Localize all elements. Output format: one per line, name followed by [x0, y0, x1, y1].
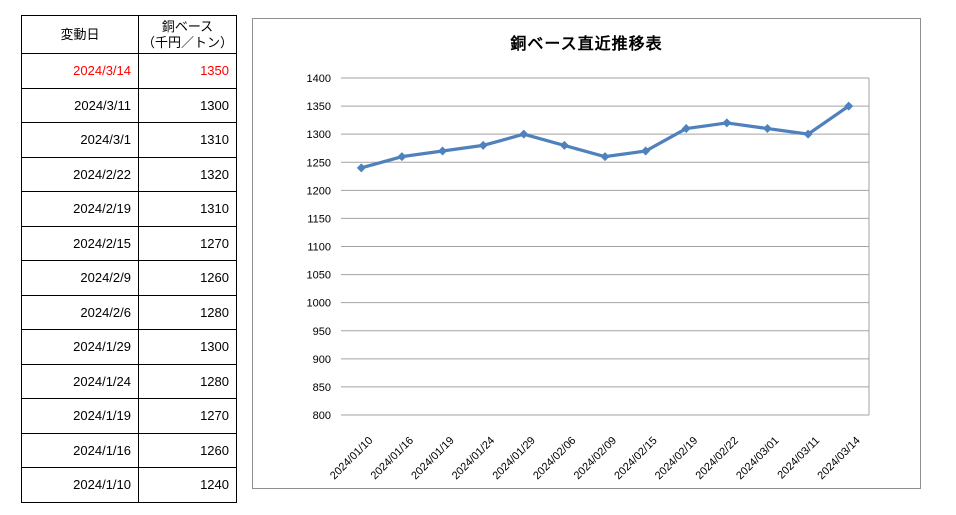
y-axis-tick-label: 1000: [307, 298, 331, 310]
date-cell[interactable]: 2024/1/19: [21, 398, 139, 434]
data-point-marker[interactable]: [356, 163, 366, 173]
data-point-marker[interactable]: [600, 152, 610, 162]
y-axis-tick-label: 1100: [307, 242, 331, 254]
x-axis-tick-label: 2024/01/16: [369, 435, 416, 482]
date-cell[interactable]: 2024/1/10: [21, 467, 139, 503]
value-cell[interactable]: 1270: [138, 225, 237, 261]
data-point-marker[interactable]: [762, 124, 772, 134]
data-point-marker[interactable]: [519, 129, 529, 139]
x-axis-tick-label: 2024/02/19: [653, 435, 700, 482]
data-point-marker[interactable]: [478, 140, 488, 150]
value-cell[interactable]: 1260: [138, 432, 237, 468]
value-cell[interactable]: 1300: [138, 87, 237, 123]
y-axis-tick-label: 1150: [307, 213, 331, 225]
date-cell[interactable]: 2024/2/15: [21, 225, 139, 261]
table-row: 2024/2/6 1280: [21, 294, 237, 330]
x-axis-tick-label: 2024/01/29: [490, 435, 537, 482]
date-cell[interactable]: 2024/3/11: [21, 87, 139, 123]
date-cell[interactable]: 2024/2/9: [21, 260, 139, 296]
table-row: 2024/3/1 1310: [21, 122, 237, 158]
value-cell[interactable]: 1300: [138, 329, 237, 365]
copper-trend-chart[interactable]: 銅ベース直近推移表 800 850 900 950 1000 1050 1100 1150 12…: [252, 18, 921, 489]
y-axis-tick-label: 1400: [307, 73, 331, 85]
data-point-marker[interactable]: [681, 124, 691, 134]
y-axis-tick-label: 1250: [307, 157, 331, 169]
table-row: 2024/3/14 1350: [21, 53, 237, 89]
value-cell[interactable]: 1240: [138, 467, 237, 503]
date-cell[interactable]: 2024/2/19: [21, 191, 139, 227]
x-axis-tick-label: 2024/03/01: [734, 435, 781, 482]
table-row: 2024/1/24 1280: [21, 363, 237, 399]
value-column-header[interactable]: 銅ベース （千円／トン）: [138, 15, 237, 54]
y-axis-tick-label: 850: [313, 382, 331, 394]
x-axis-tick-label: 2024/02/09: [572, 435, 619, 482]
data-point-marker[interactable]: [844, 101, 854, 111]
date-cell[interactable]: 2024/1/16: [21, 432, 139, 468]
date-cell[interactable]: 2024/3/14: [21, 53, 139, 89]
table-row: 2024/1/29 1300: [21, 329, 237, 365]
date-cell[interactable]: 2024/1/24: [21, 363, 139, 399]
table-row: 2024/1/16 1260: [21, 432, 237, 468]
y-axis-tick-label: 1300: [307, 129, 331, 141]
data-point-marker[interactable]: [559, 140, 569, 150]
chart-title: 銅ベース直近推移表: [510, 36, 663, 53]
data-point-marker[interactable]: [803, 129, 813, 139]
table-row: 2024/2/22 1320: [21, 156, 237, 192]
value-cell[interactable]: 1270: [138, 398, 237, 434]
price-table-body: 2024/3/14 1350 2024/3/11 1300 2024/3/1 1310 20…: [21, 53, 237, 503]
date-column-label: 変動日: [60, 26, 100, 42]
value-cell[interactable]: 1260: [138, 260, 237, 296]
y-axis-tick-label: 950: [313, 326, 331, 338]
x-axis-tick-label: 2024/01/24: [450, 435, 497, 482]
x-axis-tick-label: 2024/02/22: [694, 435, 741, 482]
x-axis-tick-label: 2024/01/19: [409, 435, 456, 482]
y-axis-tick-label: 1050: [307, 270, 331, 282]
value-cell[interactable]: 1350: [138, 53, 237, 89]
line-chart-svg: 800 850 900 950 1000 1050 1100 1150 1200 1250 1300…: [307, 73, 870, 482]
date-cell[interactable]: 2024/2/6: [21, 294, 139, 330]
y-axis-tick-label: 1200: [307, 185, 331, 197]
copper-price-table: 変動日 銅ベース （千円／トン） 2024/3/14 1350 2024/3/11 1…: [21, 15, 237, 503]
x-axis-tick-label: 2024/02/15: [612, 435, 659, 482]
value-cell[interactable]: 1310: [138, 122, 237, 158]
value-cell[interactable]: 1280: [138, 363, 237, 399]
y-axis-tick-label: 800: [313, 410, 331, 422]
value-column-label-line2: （千円／トン）: [141, 34, 233, 50]
table-row: 2024/1/19 1270: [21, 398, 237, 434]
y-axis-tick-label: 900: [313, 354, 331, 366]
data-point-marker[interactable]: [722, 118, 732, 128]
value-cell[interactable]: 1310: [138, 191, 237, 227]
x-axis-tick-label: 2024/01/10: [328, 435, 375, 482]
value-cell[interactable]: 1320: [138, 156, 237, 192]
table-row: 2024/1/10 1240: [21, 467, 237, 503]
data-point-marker[interactable]: [641, 146, 651, 156]
date-column-header[interactable]: 変動日: [21, 15, 139, 54]
table-row: 2024/2/15 1270: [21, 225, 237, 261]
table-row: 2024/3/11 1300: [21, 87, 237, 123]
value-cell[interactable]: 1280: [138, 294, 237, 330]
value-column-label-line1: 銅ベース: [161, 18, 214, 34]
data-point-marker[interactable]: [438, 146, 448, 156]
date-cell[interactable]: 2024/3/1: [21, 122, 139, 158]
date-cell[interactable]: 2024/1/29: [21, 329, 139, 365]
x-axis-tick-label: 2024/03/14: [815, 435, 862, 482]
table-header-row: 変動日 銅ベース （千円／トン）: [21, 15, 237, 54]
table-row: 2024/2/9 1260: [21, 260, 237, 296]
x-axis-tick-label: 2024/02/06: [531, 435, 578, 482]
data-point-marker[interactable]: [397, 152, 407, 162]
table-row: 2024/2/19 1310: [21, 191, 237, 227]
y-axis-tick-label: 1350: [307, 101, 331, 113]
date-cell[interactable]: 2024/2/22: [21, 156, 139, 192]
